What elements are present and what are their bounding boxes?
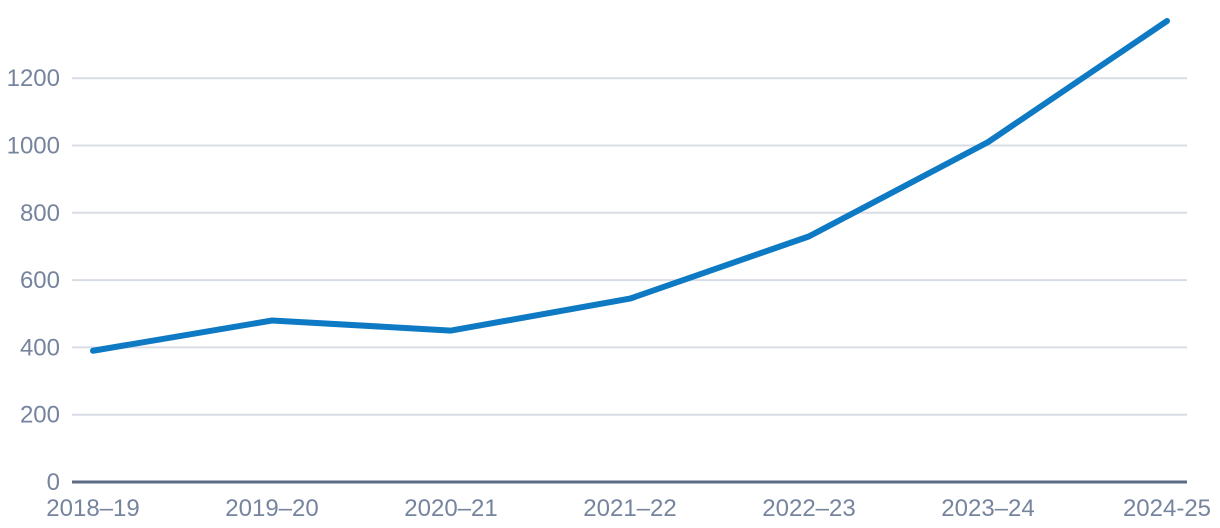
y-tick-label: 800 [20, 200, 60, 227]
x-tick-label: 2021–22 [583, 495, 676, 522]
data-line-series [90, 17, 1170, 354]
x-tick-label: 2022–23 [762, 495, 855, 522]
y-tick-label: 200 [20, 402, 60, 429]
y-tick-label: 1200 [7, 65, 60, 92]
y-tick-label: 0 [47, 469, 60, 496]
x-tick-label: 2019–20 [225, 495, 318, 522]
x-tick-label: 2018–19 [46, 495, 139, 522]
x-tick-label: 2024-25 [1123, 495, 1211, 522]
x-tick-label: 2023–24 [941, 495, 1034, 522]
x-tick-label: 2020–21 [404, 495, 497, 522]
y-tick-label: 600 [20, 267, 60, 294]
y-tick-label: 1000 [7, 133, 60, 160]
y-tick-label: 400 [20, 334, 60, 361]
